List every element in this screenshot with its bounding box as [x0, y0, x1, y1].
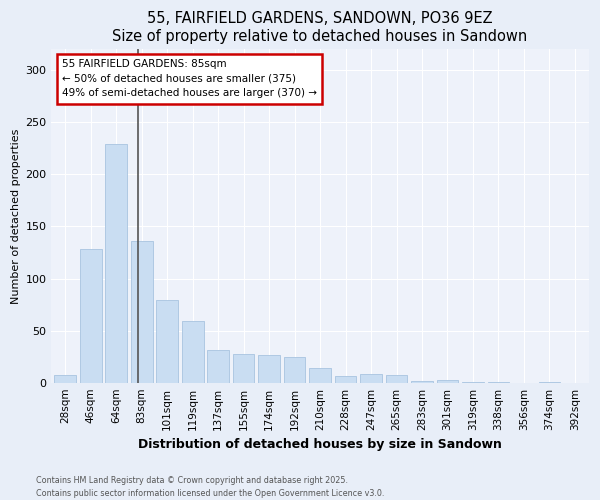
- Y-axis label: Number of detached properties: Number of detached properties: [11, 128, 21, 304]
- Bar: [462, 382, 484, 383]
- Bar: [386, 374, 407, 383]
- Bar: [182, 322, 203, 383]
- Bar: [284, 357, 305, 383]
- Bar: [309, 368, 331, 383]
- Text: Contains HM Land Registry data © Crown copyright and database right 2025.
Contai: Contains HM Land Registry data © Crown c…: [36, 476, 385, 498]
- Bar: [131, 241, 152, 383]
- Bar: [55, 374, 76, 383]
- Bar: [157, 300, 178, 383]
- Bar: [360, 374, 382, 383]
- Bar: [488, 382, 509, 383]
- Bar: [80, 250, 101, 383]
- Bar: [258, 355, 280, 383]
- Text: 55 FAIRFIELD GARDENS: 85sqm
← 50% of detached houses are smaller (375)
49% of se: 55 FAIRFIELD GARDENS: 85sqm ← 50% of det…: [62, 59, 317, 98]
- Bar: [437, 380, 458, 383]
- Bar: [335, 376, 356, 383]
- Bar: [411, 381, 433, 383]
- Bar: [208, 350, 229, 383]
- Bar: [106, 144, 127, 383]
- Title: 55, FAIRFIELD GARDENS, SANDOWN, PO36 9EZ
Size of property relative to detached h: 55, FAIRFIELD GARDENS, SANDOWN, PO36 9EZ…: [112, 11, 528, 44]
- X-axis label: Distribution of detached houses by size in Sandown: Distribution of detached houses by size …: [138, 438, 502, 452]
- Bar: [539, 382, 560, 383]
- Bar: [233, 354, 254, 383]
